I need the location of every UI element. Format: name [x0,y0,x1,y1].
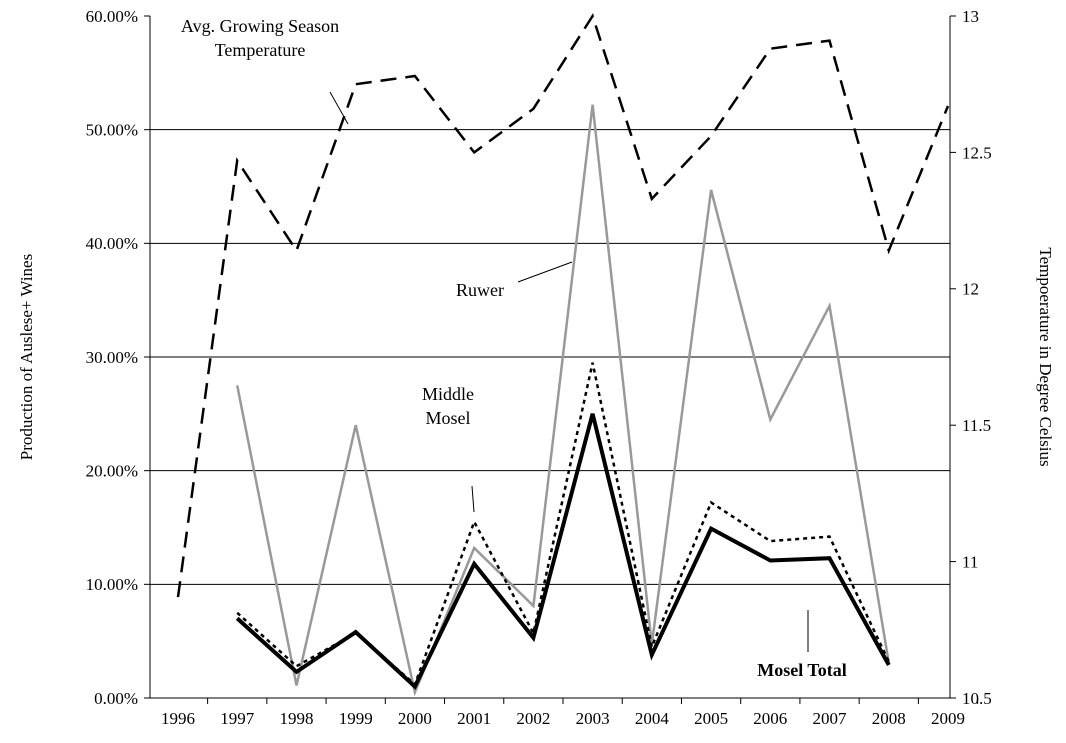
x-tick-label: 2000 [398,709,432,728]
y-tick-label: 40.00% [86,234,138,253]
x-tick-label: 2008 [872,709,906,728]
leader-line [471,485,475,513]
leader-line [329,91,349,125]
x-tick-label: 2007 [813,709,848,728]
x-tick-label: 1997 [220,709,255,728]
y2-tick-label: 12.5 [962,143,992,162]
series-annotation: Ruwer [456,280,504,300]
y-tick-label: 10.00% [86,575,138,594]
x-tick-label: 2006 [753,709,787,728]
x-tick-label: 1998 [279,709,313,728]
series-annotation: Mosel Total [757,660,847,680]
y2-tick-label: 13 [962,7,979,26]
series-line [235,413,891,690]
series-annotation: Avg. Growing Season Temperature [180,16,340,60]
x-tick-label: 1999 [339,709,373,728]
y-tick-label: 30.00% [86,348,138,367]
y-tick-label: 0.00% [94,689,138,708]
leader-line [517,261,573,283]
x-tick-label: 1996 [161,709,195,728]
y2-tick-label: 12 [962,280,979,299]
y2-tick-label: 10.5 [962,689,992,708]
y-tick-label: 50.00% [86,121,138,140]
series-line [235,104,891,697]
y2-axis-title: Tempoerature in Degree Celsius [1036,247,1055,466]
y-tick-label: 60.00% [86,7,138,26]
series-annotation: Middle Mosel [422,384,474,428]
series-line [176,13,950,598]
x-tick-label: 2005 [694,709,728,728]
x-tick-label: 2001 [457,709,491,728]
y2-tick-label: 11.5 [962,416,991,435]
x-tick-label: 2002 [516,709,550,728]
x-tick-label: 2009 [931,709,965,728]
y-tick-label: 20.00% [86,462,138,481]
x-tick-label: 2003 [576,709,610,728]
y-axis-title: Production of Auslese+ Wines [17,254,36,460]
x-tick-label: 2004 [635,709,670,728]
y2-tick-label: 11 [962,553,978,572]
